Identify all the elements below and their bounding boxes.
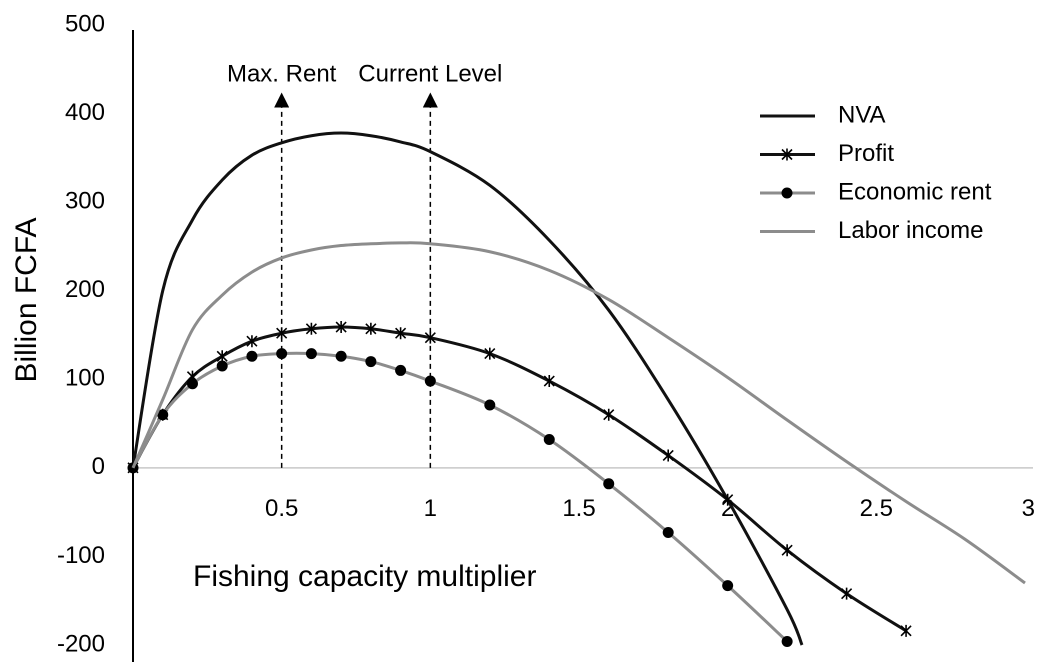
x-tick-label: 3: [1022, 495, 1035, 522]
y-tick-label: 100: [65, 365, 105, 392]
data-point: [781, 544, 793, 557]
y-tick-label: 300: [65, 187, 105, 214]
data-point: [157, 409, 169, 421]
data-point: [246, 335, 258, 348]
data-point: [662, 527, 674, 539]
y-tick-label: 200: [65, 276, 105, 303]
legend-label: NVA: [838, 101, 886, 128]
y-tick-label: 0: [92, 453, 105, 480]
data-point: [335, 350, 347, 362]
data-point: [365, 356, 377, 368]
x-tick-label: 2.5: [860, 495, 893, 522]
y-axis-label: Billion FCFA: [10, 217, 43, 382]
data-point: [841, 587, 853, 600]
legend-label: Economic rent: [838, 178, 992, 205]
data-point: [722, 493, 734, 506]
data-point: [395, 327, 407, 340]
series-line: [131, 131, 804, 646]
data-point: [424, 331, 436, 344]
data-point: [543, 434, 555, 446]
data-point: [186, 378, 198, 390]
x-tick-label: 1.5: [562, 495, 595, 522]
y-tick-label: -100: [57, 542, 105, 569]
legend-label: Labor income: [838, 217, 983, 244]
data-point: [216, 350, 228, 363]
series-line: [131, 351, 789, 643]
data-point: [543, 375, 555, 388]
data-point: [603, 408, 615, 421]
data-point: [722, 580, 734, 592]
data-point: [305, 348, 317, 360]
annotation-label: Max. Rent: [227, 60, 337, 87]
data-point: [424, 375, 436, 387]
data-point: [365, 322, 377, 335]
data-point: [216, 360, 228, 372]
data-point: [781, 635, 793, 647]
data-point: [662, 449, 674, 462]
data-point: [484, 347, 496, 360]
x-tick-label: 1: [424, 495, 437, 522]
y-tick-label: -200: [57, 630, 105, 657]
data-point: [276, 348, 288, 360]
x-axis-label: Fishing capacity multiplier: [193, 560, 536, 593]
x-tick-label: 0.5: [265, 495, 298, 522]
y-tick-label: 400: [65, 99, 105, 126]
data-point: [395, 364, 407, 376]
data-point: [484, 399, 496, 411]
data-point: [305, 322, 317, 335]
data-point: [276, 327, 288, 340]
y-tick-label: 500: [65, 10, 105, 37]
legend-label: Profit: [838, 140, 894, 167]
legend-marker: [781, 187, 793, 199]
annotation-label: Current Level: [358, 60, 502, 87]
series-line: [131, 241, 1026, 585]
plot-area: [127, 131, 1026, 647]
data-point: [246, 350, 258, 362]
legend-marker: [781, 148, 793, 161]
data-point: [603, 478, 615, 490]
data-point: [900, 624, 912, 637]
data-point: [335, 321, 347, 334]
